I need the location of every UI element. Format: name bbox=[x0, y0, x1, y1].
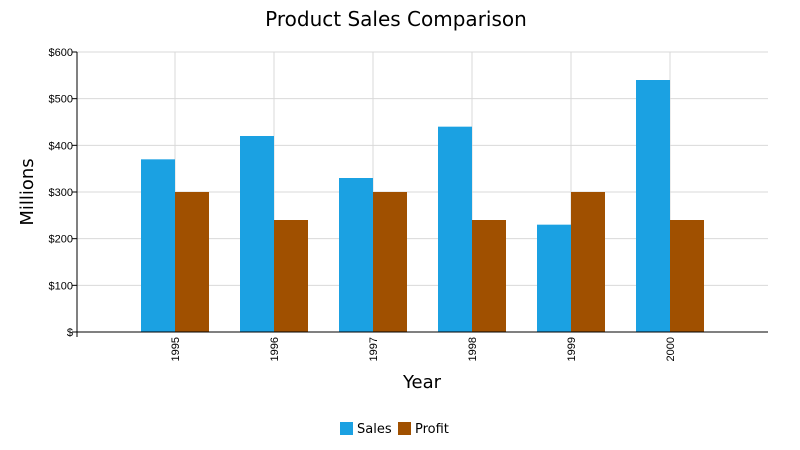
bar-profit-1997[interactable] bbox=[373, 192, 407, 332]
bar-profit-2000[interactable] bbox=[670, 220, 704, 332]
bar-sales-1999[interactable] bbox=[537, 224, 571, 332]
bar-sales-1995[interactable] bbox=[141, 159, 175, 332]
chart-title: Product Sales Comparison bbox=[265, 7, 527, 31]
x-axis-title: Year bbox=[402, 372, 442, 393]
bar-sales-1998[interactable] bbox=[438, 126, 472, 333]
y-tick-label: $100 bbox=[49, 280, 73, 292]
bars-group bbox=[141, 80, 704, 333]
legend-swatch-sales bbox=[340, 422, 353, 435]
y-tick-label: $200 bbox=[49, 234, 73, 246]
legend-label-sales: Sales bbox=[357, 422, 392, 437]
y-tick-label: $600 bbox=[49, 47, 73, 59]
bar-profit-1998[interactable] bbox=[472, 220, 506, 332]
y-tick-label: $300 bbox=[49, 187, 73, 199]
legend-label-profit: Profit bbox=[415, 422, 449, 437]
y-tick-labels: $ $100 $200 $300 $400 $500 $600 bbox=[49, 47, 73, 339]
bar-profit-1995[interactable] bbox=[175, 192, 209, 332]
x-tick-label: 2000 bbox=[665, 337, 677, 361]
y-tick-label: $500 bbox=[49, 94, 73, 106]
y-tick-label: $400 bbox=[49, 140, 73, 152]
x-tick-label: 1999 bbox=[566, 337, 578, 361]
bar-profit-1999[interactable] bbox=[571, 192, 605, 332]
x-tick-label: 1995 bbox=[170, 337, 182, 361]
legend: Sales Profit bbox=[340, 422, 449, 437]
y-axis-title: Millions bbox=[17, 158, 38, 225]
bar-profit-1996[interactable] bbox=[274, 220, 308, 332]
x-tick-label: 1998 bbox=[467, 337, 479, 361]
axes bbox=[72, 51, 768, 337]
x-tick-labels: 1995 1996 1997 1998 1999 2000 bbox=[170, 337, 677, 361]
bar-sales-2000[interactable] bbox=[636, 80, 670, 332]
y-tick-label: $ bbox=[67, 327, 73, 339]
x-tick-label: 1996 bbox=[269, 337, 281, 361]
x-tick-label: 1997 bbox=[368, 337, 380, 361]
bar-sales-1996[interactable] bbox=[240, 136, 274, 332]
legend-swatch-profit bbox=[398, 422, 411, 435]
bar-sales-1997[interactable] bbox=[339, 178, 373, 332]
